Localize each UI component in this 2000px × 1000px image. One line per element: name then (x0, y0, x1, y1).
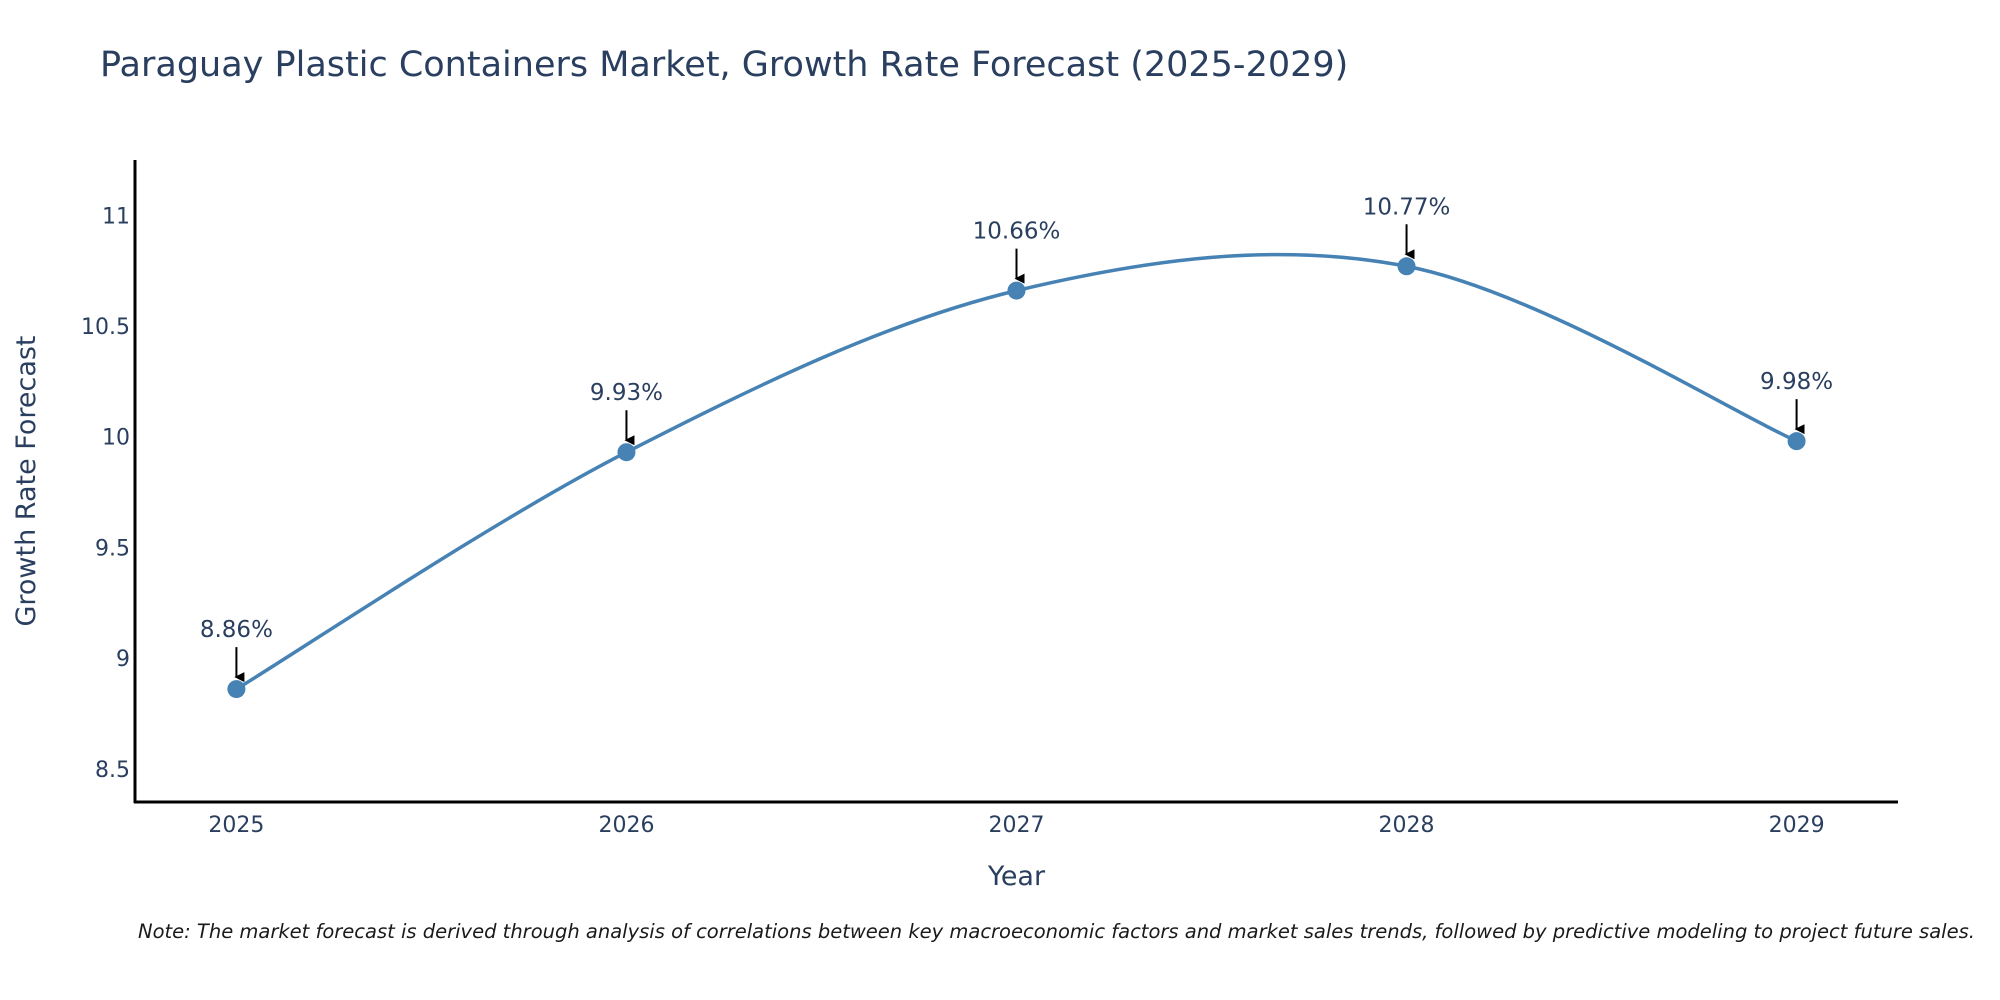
data-label: 8.86% (200, 617, 273, 643)
data-point[interactable] (617, 443, 636, 462)
x-tick-label: 2029 (1769, 813, 1825, 838)
data-label: 10.66% (973, 219, 1061, 245)
series-layer (227, 252, 1806, 699)
y-tick-label: 8.5 (95, 758, 130, 783)
series-line (235, 252, 1798, 691)
x-tick-label: 2026 (598, 813, 654, 838)
y-tick-label: 9 (116, 647, 130, 672)
y-tick-label: 10.5 (81, 315, 130, 340)
x-tick-label: 2025 (208, 813, 264, 838)
data-label: 9.98% (1760, 369, 1833, 395)
y-tick-label: 10 (102, 426, 130, 451)
data-point[interactable] (1007, 281, 1026, 300)
x-tick-label: 2027 (989, 813, 1045, 838)
axes: 8.5 9 9.5 10 10.5 11 2025 2026 2027 2028 2029 Year G… (11, 160, 1898, 892)
x-axis-title: Year (987, 861, 1046, 892)
chart-title: Paraguay Plastic Containers Market, Grow… (100, 45, 1349, 85)
data-labels-layer: 8.86% 9.93% 10.66% 10.77% 9.98% (200, 194, 1833, 683)
x-tick-label: 2028 (1379, 813, 1435, 838)
data-point[interactable] (1397, 257, 1416, 276)
data-point[interactable] (1787, 432, 1806, 451)
data-label: 10.77% (1363, 194, 1451, 220)
y-tick-label: 11 (102, 204, 130, 229)
footnote: Note: The market forecast is derived thr… (138, 920, 1975, 943)
y-axis-title: Growth Rate Forecast (11, 335, 42, 626)
y-tick-label: 9.5 (95, 536, 130, 561)
data-label: 9.93% (590, 380, 663, 406)
data-point[interactable] (227, 680, 246, 699)
